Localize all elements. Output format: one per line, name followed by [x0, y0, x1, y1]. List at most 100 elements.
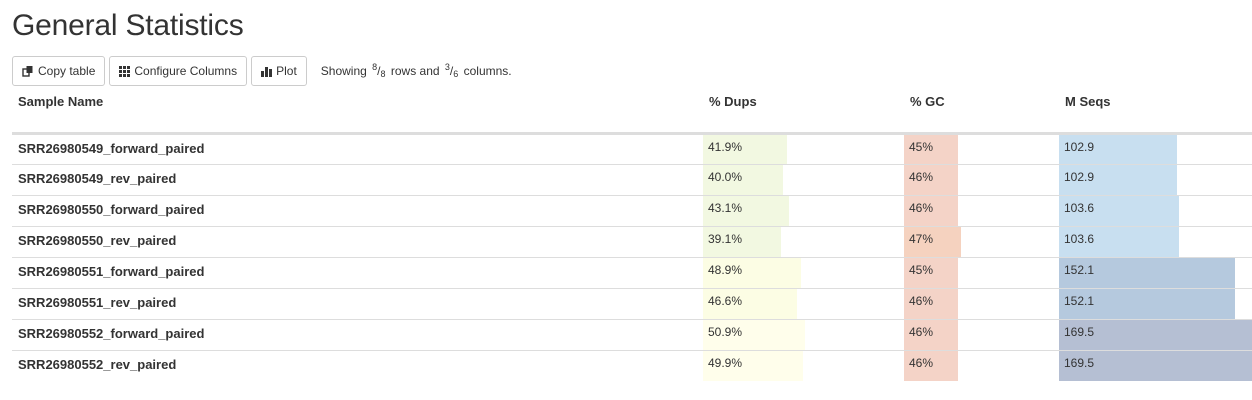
header-gc[interactable]: % GC	[904, 89, 1059, 135]
table-row: SRR26980552_rev_paired 49.9% 46% 169.5	[12, 349, 1252, 381]
gc-bar	[904, 319, 959, 350]
gc-bar	[904, 350, 959, 381]
mseqs-cell: 152.1	[1059, 287, 1252, 319]
dups-bar	[703, 134, 788, 164]
table-toolbar: Copy table Configure Columns Plot Showin…	[12, 56, 512, 86]
mseqs-cell: 102.9	[1059, 163, 1252, 195]
mseqs-value: 169.5	[1064, 355, 1095, 370]
dups-value: 48.9%	[708, 262, 743, 277]
table-row: SRR26980551_rev_paired 46.6% 46% 152.1	[12, 287, 1252, 319]
mseqs-value: 169.5	[1064, 324, 1095, 339]
copy-icon	[22, 65, 34, 77]
gc-cell: 47%	[904, 225, 1059, 257]
header-mseqs[interactable]: M Seqs	[1059, 89, 1252, 135]
dups-bar	[703, 226, 782, 257]
gc-bar	[904, 288, 959, 319]
mseqs-bar	[1059, 350, 1252, 381]
dups-cell: 50.9%	[703, 318, 904, 350]
general-stats-table: Sample Name % Dups % GC M Seqs SRR269805…	[12, 89, 1252, 381]
sample-name-cell: SRR26980550_forward_paired	[12, 194, 703, 226]
gc-value: 45%	[909, 262, 934, 277]
dups-cell: 39.1%	[703, 225, 904, 257]
sample-name-cell: SRR26980551_rev_paired	[12, 287, 703, 319]
configure-columns-label: Configure Columns	[134, 64, 238, 78]
sample-name-cell: SRR26980552_rev_paired	[12, 349, 703, 381]
mseqs-value: 152.1	[1064, 262, 1095, 277]
mseqs-cell: 103.6	[1059, 225, 1252, 257]
header-dups[interactable]: % Dups	[703, 89, 904, 135]
dups-cell: 41.9%	[703, 133, 904, 164]
dups-value: 46.6%	[708, 293, 743, 308]
mseqs-bar	[1059, 195, 1179, 226]
table-row: SRR26980551_forward_paired 48.9% 45% 152.1	[12, 256, 1252, 288]
dups-value: 49.9%	[708, 355, 743, 370]
cols-suffix: columns.	[460, 64, 512, 78]
bar-chart-icon	[261, 66, 273, 77]
showing-prefix: Showing	[320, 64, 371, 78]
dups-bar	[703, 350, 804, 381]
dups-value: 40.0%	[708, 169, 743, 184]
rows-suffix: rows and	[387, 64, 443, 78]
dups-cell: 49.9%	[703, 349, 904, 381]
dups-value: 39.1%	[708, 231, 743, 246]
dups-bar	[703, 288, 797, 319]
gc-value: 46%	[909, 355, 934, 370]
mseqs-value: 103.6	[1064, 231, 1095, 246]
plot-button[interactable]: Plot	[251, 56, 307, 86]
page-title: General Statistics	[12, 9, 244, 42]
gc-cell: 46%	[904, 163, 1059, 195]
copy-table-label: Copy table	[38, 64, 96, 78]
mseqs-bar	[1059, 226, 1179, 257]
dups-bar	[703, 164, 784, 195]
dups-cell: 43.1%	[703, 194, 904, 226]
gc-value: 46%	[909, 324, 934, 339]
gc-value: 46%	[909, 293, 934, 308]
mseqs-bar	[1059, 288, 1235, 319]
gc-cell: 46%	[904, 194, 1059, 226]
dups-cell: 46.6%	[703, 287, 904, 319]
plot-label: Plot	[276, 64, 297, 78]
sample-name-cell: SRR26980552_forward_paired	[12, 318, 703, 350]
table-row: SRR26980550_rev_paired 39.1% 47% 103.6	[12, 225, 1252, 257]
mseqs-cell: 102.9	[1059, 133, 1252, 164]
rows-fraction: 8/8	[372, 62, 386, 79]
dups-cell: 40.0%	[703, 163, 904, 195]
mseqs-bar	[1059, 134, 1177, 164]
mseqs-value: 102.9	[1064, 139, 1095, 154]
configure-columns-button[interactable]: Configure Columns	[109, 56, 248, 86]
dups-cell: 48.9%	[703, 256, 904, 288]
gc-cell: 46%	[904, 287, 1059, 319]
copy-table-button[interactable]: Copy table	[12, 56, 106, 86]
table-header-row: Sample Name % Dups % GC M Seqs	[12, 89, 1252, 135]
mseqs-bar	[1059, 164, 1177, 195]
showing-summary: Showing 8/8 rows and 3/6 columns.	[320, 62, 512, 79]
mseqs-value: 103.6	[1064, 200, 1095, 215]
gc-value: 47%	[909, 231, 934, 246]
table-row: SRR26980549_forward_paired 41.9% 45% 102.9	[12, 133, 1252, 164]
mseqs-bar	[1059, 257, 1235, 288]
gc-cell: 46%	[904, 318, 1059, 350]
gc-value: 46%	[909, 169, 934, 184]
sample-name-cell: SRR26980550_rev_paired	[12, 225, 703, 257]
dups-bar	[703, 319, 806, 350]
sample-name-cell: SRR26980549_forward_paired	[18, 140, 205, 156]
mseqs-bar	[1059, 319, 1252, 350]
sample-name-cell: SRR26980549_rev_paired	[12, 163, 703, 195]
sample-name-cell: SRR26980551_forward_paired	[12, 256, 703, 288]
table-row: SRR26980552_forward_paired 50.9% 46% 169.5	[12, 318, 1252, 350]
mseqs-value: 102.9	[1064, 169, 1095, 184]
table-row: SRR26980550_forward_paired 43.1% 46% 103.6	[12, 194, 1252, 226]
dups-value: 41.9%	[708, 139, 743, 154]
gc-value: 45%	[909, 139, 934, 154]
gc-cell: 45%	[904, 133, 1059, 164]
header-sample-name[interactable]: Sample Name	[12, 89, 703, 135]
gc-bar	[904, 195, 959, 226]
dups-value: 43.1%	[708, 200, 743, 215]
dups-bar	[703, 195, 790, 226]
mseqs-cell: 103.6	[1059, 194, 1252, 226]
mseqs-cell: 169.5	[1059, 349, 1252, 381]
gc-cell: 46%	[904, 349, 1059, 381]
grid-icon	[119, 65, 131, 77]
gc-value: 46%	[909, 200, 934, 215]
mseqs-cell: 152.1	[1059, 256, 1252, 288]
